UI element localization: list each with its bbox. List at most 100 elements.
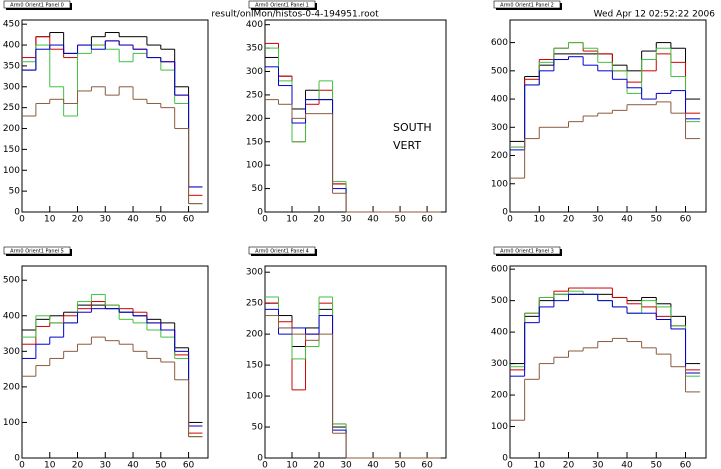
- x-tick-label: 60: [421, 461, 433, 469]
- y-tick-label: 0: [502, 208, 508, 218]
- y-tick-label: 50: [252, 423, 264, 433]
- y-tick-label: 100: [246, 392, 263, 402]
- x-tick-label: 0: [262, 215, 268, 225]
- y-tick-label: 250: [246, 299, 263, 309]
- y-tick-label: 300: [491, 359, 508, 369]
- x-tick-label: 0: [19, 461, 25, 469]
- y-tick-label: 300: [3, 347, 20, 357]
- x-tick-label: 10: [44, 461, 56, 469]
- y-tick-label: 200: [246, 114, 263, 124]
- y-tick-label: 150: [246, 137, 263, 147]
- panel-title: Arm0 Orient1 Panel 4: [255, 248, 309, 254]
- y-tick-label: 500: [3, 276, 20, 286]
- y-tick-label: 0: [14, 454, 20, 464]
- date-label: Wed Apr 12 02:52:22 2006: [594, 10, 716, 20]
- x-tick-label: 10: [534, 461, 546, 469]
- y-tick-label: 250: [246, 90, 263, 100]
- y-tick-label: 200: [3, 124, 20, 134]
- x-tick-label: 30: [592, 215, 604, 225]
- y-tick-label: 400: [491, 95, 508, 105]
- y-tick-label: 350: [3, 61, 20, 71]
- y-tick-label: 500: [491, 66, 508, 76]
- x-tick-label: 20: [313, 461, 325, 469]
- x-tick-label: 0: [19, 215, 25, 225]
- x-tick-label: 50: [155, 215, 167, 225]
- y-tick-label: 200: [491, 391, 508, 401]
- title-box: [493, 246, 561, 255]
- x-tick-label: 40: [127, 461, 139, 469]
- x-tick-label: 30: [100, 461, 112, 469]
- x-tick-label: 30: [340, 215, 352, 225]
- side-label: VERT: [393, 139, 421, 152]
- y-tick-label: 200: [491, 151, 508, 161]
- y-tick-label: 400: [3, 41, 20, 51]
- y-tick-label: 300: [491, 123, 508, 133]
- x-tick-label: 20: [72, 215, 84, 225]
- y-tick-label: 350: [246, 44, 263, 54]
- x-tick-label: 60: [680, 215, 692, 225]
- file-label: result/onlMon/histos-0-4-194951.root: [211, 10, 379, 20]
- panel-title: Arm0 Orient1 Panel 3: [500, 248, 554, 254]
- x-tick-label: 20: [313, 215, 325, 225]
- x-tick-label: 40: [367, 461, 379, 469]
- y-tick-label: 400: [246, 20, 263, 30]
- y-tick-label: 100: [491, 422, 508, 432]
- y-tick-label: 100: [491, 179, 508, 189]
- y-tick-label: 0: [502, 454, 508, 464]
- x-tick-label: 30: [592, 461, 604, 469]
- y-tick-label: 0: [14, 208, 20, 218]
- y-tick-label: 600: [491, 265, 508, 275]
- panel-title: Arm0 Orient1 Panel 0: [10, 2, 64, 8]
- side-label: SOUTH: [393, 121, 432, 134]
- x-tick-label: 20: [72, 461, 84, 469]
- x-tick-label: 50: [155, 461, 167, 469]
- x-tick-label: 10: [44, 215, 56, 225]
- y-tick-label: 50: [9, 187, 21, 197]
- frame: [21, 265, 209, 459]
- title-box: [248, 0, 316, 9]
- x-tick-label: 10: [286, 461, 298, 469]
- y-tick-label: 300: [246, 268, 263, 278]
- y-tick-label: 50: [252, 184, 264, 194]
- y-tick-label: 100: [3, 166, 20, 176]
- y-tick-label: 400: [3, 311, 20, 321]
- y-tick-label: 300: [246, 67, 263, 77]
- title-box: [3, 0, 71, 9]
- title-box: [3, 246, 71, 255]
- x-tick-label: 40: [127, 215, 139, 225]
- y-tick-label: 500: [491, 296, 508, 306]
- y-tick-label: 200: [3, 382, 20, 392]
- x-tick-label: 50: [651, 215, 663, 225]
- y-tick-label: 150: [3, 145, 20, 155]
- x-tick-label: 50: [651, 461, 663, 469]
- y-tick-label: 100: [246, 161, 263, 171]
- x-tick-label: 40: [621, 215, 633, 225]
- x-tick-label: 0: [507, 215, 513, 225]
- x-tick-label: 60: [421, 215, 433, 225]
- x-tick-label: 30: [340, 461, 352, 469]
- y-tick-label: 250: [3, 103, 20, 113]
- x-tick-label: 0: [507, 461, 513, 469]
- y-tick-label: 450: [3, 20, 20, 30]
- x-tick-label: 40: [621, 461, 633, 469]
- x-tick-label: 60: [183, 461, 195, 469]
- title-box: [248, 246, 316, 255]
- x-tick-label: 0: [262, 461, 268, 469]
- y-tick-label: 200: [246, 330, 263, 340]
- x-tick-label: 30: [100, 215, 112, 225]
- x-tick-label: 50: [394, 461, 406, 469]
- y-tick-label: 100: [3, 418, 20, 428]
- x-tick-label: 60: [183, 215, 195, 225]
- y-tick-label: 600: [491, 38, 508, 48]
- y-tick-label: 400: [491, 328, 508, 338]
- panel-title: Arm0 Orient1 Panel 2: [500, 2, 554, 8]
- title-box: [493, 0, 561, 9]
- panel-title: Arm0 Orient1 Panel 1: [255, 2, 309, 8]
- y-tick-label: 300: [3, 82, 20, 92]
- y-tick-label: 0: [257, 208, 263, 218]
- x-tick-label: 10: [534, 215, 546, 225]
- y-tick-label: 150: [246, 361, 263, 371]
- x-tick-label: 50: [394, 215, 406, 225]
